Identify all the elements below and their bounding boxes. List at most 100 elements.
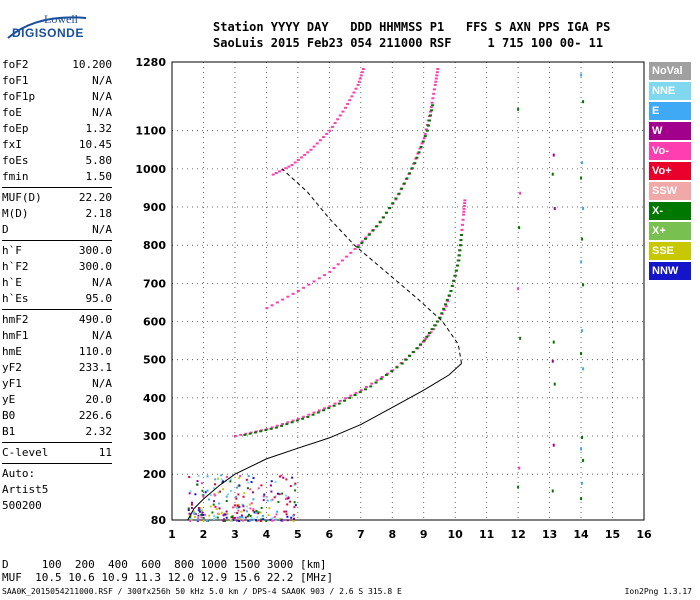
echo-point (236, 504, 239, 507)
echo-point (269, 518, 272, 521)
echo-point (225, 495, 228, 498)
trace-point (384, 373, 388, 376)
param-name: hmF1 (2, 329, 29, 342)
echo-point (189, 514, 192, 517)
trace-point (430, 328, 434, 331)
echo-point (214, 505, 217, 508)
x-tick-label: 7 (357, 528, 365, 541)
echo-point (250, 502, 253, 505)
echo-point (200, 482, 203, 485)
trace-point (239, 433, 243, 436)
echo-point (270, 499, 273, 502)
echo-point (200, 513, 203, 516)
trace-point (456, 264, 460, 267)
trace-point (463, 202, 467, 205)
echo-point (226, 513, 229, 516)
trace-point (427, 119, 431, 122)
trace-point (328, 129, 332, 132)
param-value: 300.0 (78, 260, 112, 273)
trace-point (452, 279, 456, 282)
trace-point (424, 337, 428, 340)
trace-point (243, 433, 247, 436)
trace-point (317, 277, 321, 280)
trace-point (269, 427, 273, 430)
trace-point (435, 320, 439, 323)
echo-point (265, 519, 268, 522)
trace-point (415, 347, 419, 350)
trace-point (381, 216, 385, 219)
logo-line1: Lowell (44, 12, 78, 26)
echo-point (271, 498, 274, 501)
trace-point (346, 102, 350, 105)
echo-point (232, 516, 235, 519)
echo-point (251, 491, 254, 494)
trace-point (332, 267, 336, 270)
trace-point (249, 431, 253, 434)
echo-point (247, 519, 250, 522)
trace-point (415, 156, 419, 159)
param-name: yF2 (2, 361, 22, 374)
echo-point (260, 518, 263, 521)
echo-point (253, 518, 256, 521)
echo-point (263, 493, 266, 496)
trace-point (291, 419, 295, 422)
param-name: yF1 (2, 377, 22, 390)
trace-point (375, 225, 379, 228)
echo-point (256, 516, 259, 519)
y-tick-label: 1100 (135, 125, 166, 138)
echo-point (262, 499, 265, 502)
trace-point (386, 372, 390, 375)
trace-point (356, 83, 360, 86)
param-value: N/A (92, 276, 112, 289)
trace-point (357, 244, 361, 247)
trace-point (270, 426, 274, 429)
trace-point (333, 122, 337, 125)
trace-point (348, 99, 352, 102)
trace-point (306, 151, 310, 154)
trace-point (332, 404, 336, 407)
trace-point (233, 435, 237, 438)
trace-point (436, 67, 440, 70)
trace-point (384, 211, 388, 214)
param-row: foF2 10.200 (2, 57, 112, 73)
param-separator (2, 309, 112, 310)
echo-point (190, 501, 193, 504)
legend-entry: W (649, 122, 691, 140)
trace-point (344, 106, 348, 109)
echo-point (206, 519, 209, 522)
echo-point (189, 490, 192, 493)
echo-point (518, 466, 521, 470)
echo-point (242, 505, 245, 508)
trace-point (337, 402, 341, 405)
echo-point (189, 516, 192, 519)
trace-point (303, 153, 307, 156)
echo-point (197, 507, 200, 510)
param-separator (2, 187, 112, 188)
trace-point (312, 411, 316, 414)
x-tick-label: 16 (636, 528, 652, 541)
trace-point (417, 151, 421, 154)
echo-point (238, 476, 241, 479)
trace-point (318, 139, 322, 142)
trace-point (397, 192, 401, 195)
trace-point (443, 303, 447, 306)
trace-point (408, 354, 412, 357)
echo-point (229, 478, 232, 481)
echo-point (218, 512, 221, 515)
trace-point (290, 164, 294, 167)
echo-point (582, 100, 585, 104)
trace-point (374, 381, 378, 384)
echo-point (274, 495, 277, 498)
echo-point (261, 514, 264, 517)
trace-point (402, 182, 406, 185)
trace-point (419, 343, 423, 346)
trace-point (336, 118, 340, 121)
trace-point (371, 229, 375, 232)
y-tick-label: 700 (143, 277, 166, 290)
echo-point (213, 487, 216, 490)
trace-point (423, 135, 427, 138)
trace-point (360, 71, 364, 74)
echo-point (580, 352, 583, 356)
legend-entry: Vo+ (649, 162, 691, 180)
